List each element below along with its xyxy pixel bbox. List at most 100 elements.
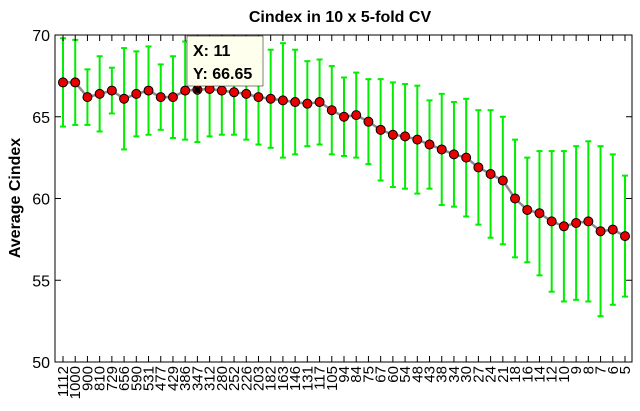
error-bars <box>60 36 628 318</box>
data-point[interactable] <box>229 87 240 98</box>
data-point[interactable] <box>314 97 325 108</box>
x-tick-label: 43 <box>422 366 439 383</box>
x-tick-label: 656 <box>116 366 133 391</box>
data-point[interactable] <box>485 168 496 179</box>
x-tick-label: 60 <box>385 366 402 383</box>
x-axis-ticks: 1112100090081072965659053147742938634731… <box>55 35 634 399</box>
data-point[interactable] <box>387 129 398 140</box>
data-point[interactable] <box>82 92 93 103</box>
data-point[interactable] <box>302 98 313 109</box>
x-tick-label: 12 <box>544 366 561 383</box>
data-point[interactable] <box>351 110 362 121</box>
data-point[interactable] <box>290 97 301 108</box>
data-point[interactable] <box>265 93 276 104</box>
data-point[interactable] <box>241 88 252 99</box>
data-point[interactable] <box>448 149 459 160</box>
x-tick-label: 280 <box>214 366 231 391</box>
data-point[interactable] <box>155 92 166 103</box>
x-tick-label: 6 <box>605 366 622 374</box>
data-point[interactable] <box>58 77 68 88</box>
x-tick-label: 27 <box>470 366 487 383</box>
data-point[interactable] <box>363 116 374 127</box>
x-tick-label: 30 <box>458 366 475 383</box>
data-point[interactable] <box>339 111 349 122</box>
data-point[interactable] <box>436 144 447 155</box>
data-point[interactable] <box>253 92 264 103</box>
data-point[interactable] <box>106 85 117 96</box>
x-tick-label: 163 <box>275 366 292 391</box>
data-point[interactable] <box>522 204 533 215</box>
x-tick-label: 18 <box>507 366 524 383</box>
x-tick-label: 1000 <box>67 366 84 399</box>
x-tick-label: 34 <box>446 366 463 383</box>
x-tick-label: 48 <box>409 366 426 383</box>
data-point[interactable] <box>167 92 178 103</box>
x-tick-label: 900 <box>79 366 96 391</box>
data-point[interactable] <box>583 216 594 227</box>
x-tick-label: 9 <box>568 366 585 374</box>
x-tick-label: 75 <box>360 366 377 383</box>
x-tick-label: 105 <box>324 366 341 391</box>
data-point[interactable] <box>70 77 81 88</box>
data-point[interactable] <box>424 139 435 150</box>
data-point[interactable] <box>558 221 569 232</box>
data-point[interactable] <box>375 124 386 135</box>
x-tick-label: 84 <box>348 366 365 383</box>
x-tick-label: 477 <box>153 366 170 391</box>
data-point[interactable] <box>620 231 630 242</box>
y-tick-label: 55 <box>32 273 50 290</box>
y-tick-label: 70 <box>32 28 50 45</box>
data-point[interactable] <box>277 95 288 106</box>
x-tick-label: 182 <box>263 366 280 391</box>
x-tick-label: 590 <box>128 366 145 391</box>
data-point[interactable] <box>595 226 606 237</box>
data-point[interactable] <box>326 105 337 116</box>
data-point[interactable] <box>546 216 557 227</box>
x-tick-label: 226 <box>238 366 255 391</box>
data-point[interactable] <box>143 85 154 96</box>
x-tick-label: 24 <box>483 366 500 383</box>
data-point[interactable] <box>607 224 618 235</box>
data-point[interactable] <box>461 152 472 163</box>
x-tick-label: 94 <box>336 366 353 383</box>
x-tick-label: 117 <box>312 366 329 390</box>
data-point[interactable] <box>180 85 191 96</box>
x-tick-label: 203 <box>251 366 268 391</box>
y-axis-ticks: 50 55 60 65 70 <box>32 28 632 372</box>
x-tick-label: 131 <box>299 366 316 391</box>
data-point[interactable] <box>473 162 484 173</box>
x-tick-label: 729 <box>104 366 121 391</box>
datatip-anchor <box>194 86 201 93</box>
data-point[interactable] <box>571 218 582 229</box>
x-tick-label: 5 <box>617 366 634 374</box>
datatip[interactable]: X: 11 Y: 66.65 <box>186 35 264 93</box>
data-point[interactable] <box>131 88 142 99</box>
x-tick-label: 8 <box>580 366 597 374</box>
x-tick-label: 14 <box>532 366 549 383</box>
datatip-y: Y: 66.65 <box>193 66 252 83</box>
data-point[interactable] <box>534 208 545 219</box>
datatip-x: X: 11 <box>193 43 230 60</box>
y-tick-label: 60 <box>32 192 50 209</box>
data-point[interactable] <box>119 93 130 104</box>
data-point[interactable] <box>497 175 508 186</box>
x-tick-label: 7 <box>593 366 610 374</box>
x-tick-label: 810 <box>92 366 109 391</box>
x-tick-label: 1112 <box>55 366 72 397</box>
x-tick-label: 67 <box>373 366 390 383</box>
data-point[interactable] <box>400 131 411 142</box>
x-tick-label: 386 <box>177 366 194 391</box>
x-tick-label: 16 <box>519 366 536 383</box>
x-tick-label: 10 <box>556 366 573 383</box>
data-point[interactable] <box>94 88 105 99</box>
data-point[interactable] <box>216 85 227 96</box>
x-tick-label: 429 <box>165 366 182 391</box>
x-tick-label: 312 <box>202 366 219 391</box>
x-tick-label: 252 <box>226 366 243 391</box>
y-axis-label: Average Cindex <box>7 138 24 258</box>
data-point[interactable] <box>510 193 521 204</box>
datatip-box <box>186 35 264 87</box>
data-point[interactable] <box>412 134 423 145</box>
x-tick-label: 531 <box>141 366 158 391</box>
x-tick-label: 21 <box>495 366 512 383</box>
